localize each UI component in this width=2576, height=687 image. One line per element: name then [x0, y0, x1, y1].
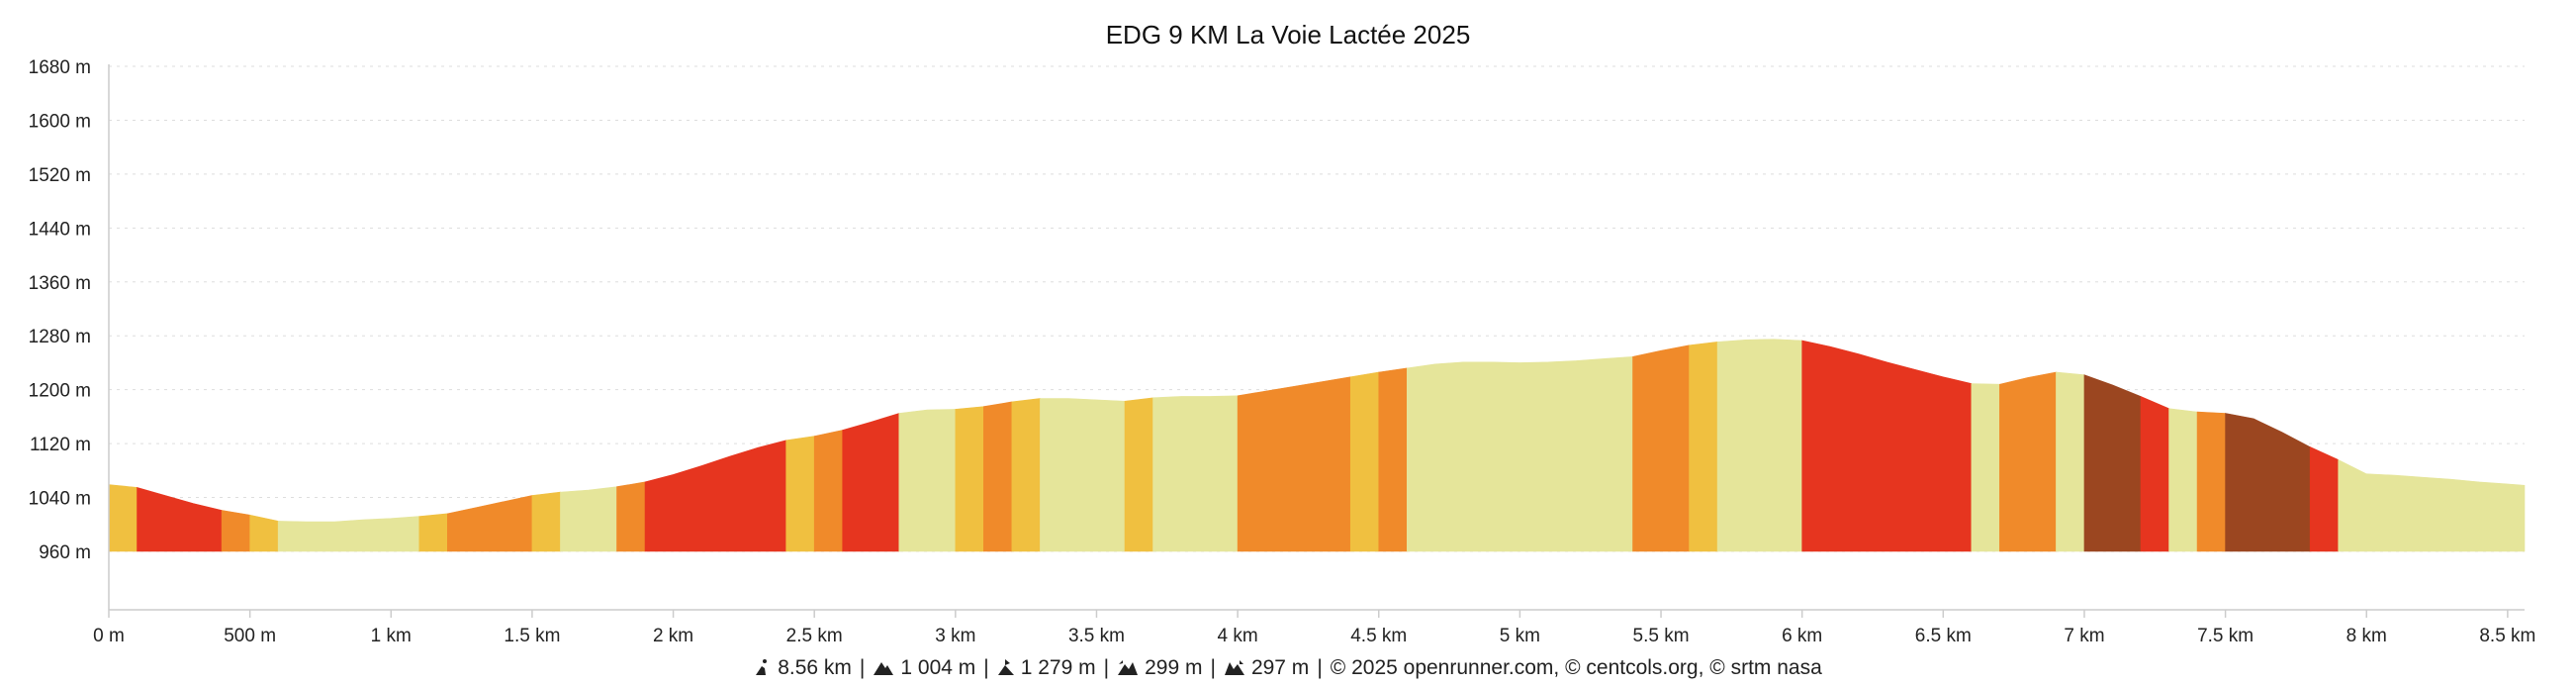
gradient-segment: [785, 436, 815, 552]
x-tick-label: 3 km: [935, 626, 975, 646]
chart-title: EDG 9 KM La Voie Lactée 2025: [1106, 20, 1471, 49]
gradient-segment: [277, 516, 420, 552]
y-tick-label: 1520 m: [29, 165, 91, 186]
x-tick-label: 500 m: [224, 626, 276, 646]
ascent-value: 1 004 m: [900, 656, 976, 679]
credits-text: © 2025 openrunner.com, © centcols.org, ©…: [1330, 656, 1822, 679]
y-tick-label: 1040 m: [29, 489, 91, 510]
gradient-segment: [1237, 376, 1351, 552]
x-tick-label: 0 m: [93, 626, 125, 646]
elevation-loss-value: 297 m: [1250, 656, 1310, 679]
gradient-segment: [2056, 371, 2085, 552]
x-tick-label: 1.5 km: [504, 626, 560, 646]
x-tick-label: 2 km: [653, 626, 693, 646]
gradient-segment: [1689, 342, 1718, 552]
gradient-segment: [531, 491, 561, 552]
gradient-segment: [560, 486, 617, 552]
summit-flag-icon: [997, 658, 1015, 682]
gradient-segment: [1349, 371, 1380, 552]
gradient-segment: [2338, 458, 2526, 552]
gradient-segment: [2168, 408, 2198, 552]
x-tick-label: 7.5 km: [2197, 626, 2254, 646]
x-tick-label: 3.5 km: [1068, 626, 1125, 646]
route-stats-footer: 8.56 km | 1 004 m | 1 279 m | 299 m | 297 m |…: [0, 656, 2576, 682]
x-tick-label: 7 km: [2064, 626, 2104, 646]
gradient-segment: [1406, 355, 1633, 552]
gradient-segment: [2225, 413, 2311, 552]
x-tick-label: 5.5 km: [1633, 626, 1690, 646]
mountain-ascent-icon: [873, 658, 894, 682]
y-tick-label: 1280 m: [29, 327, 91, 347]
gradient-segment: [1040, 398, 1126, 552]
gradient-segment: [2196, 411, 2226, 552]
y-tick-label: 1440 m: [29, 219, 91, 240]
y-tick-label: 1360 m: [29, 273, 91, 294]
gradient-segment: [1632, 344, 1690, 552]
x-tick-label: 4.5 km: [1350, 626, 1407, 646]
gradient-segment: [2140, 396, 2169, 552]
chart-axes: [108, 64, 2525, 611]
gradient-segment: [1971, 383, 2000, 552]
y-axis-ticks: 960 m 1040 m 1120 m 1200 m 1280 m 1360 m 1440 …: [29, 57, 91, 563]
y-tick-label: 1120 m: [30, 435, 91, 455]
gradient-segment: [249, 514, 279, 552]
gradient-segment: [616, 481, 646, 552]
hiker-icon: [754, 658, 772, 682]
x-axis-ticks: 0 m 500 m 1 km 1.5 km 2 km 2.5 km 3 km 3.5 km 4 …: [93, 610, 2535, 646]
elevation-profile-area: [108, 339, 2526, 552]
gradient-segment: [842, 413, 900, 552]
gradient-segment: [1999, 371, 2057, 552]
max-altitude-value: 1 279 m: [1020, 656, 1096, 679]
gradient-segment: [644, 440, 786, 552]
gradient-segment: [955, 406, 984, 552]
gradient-segment: [1716, 339, 1802, 552]
elevation-gain-icon: [1117, 658, 1139, 682]
distance-value: 8.56 km: [778, 656, 852, 679]
x-tick-label: 8.5 km: [2479, 626, 2535, 646]
x-tick-label: 8 km: [2346, 626, 2387, 646]
elevation-gain-value: 299 m: [1145, 656, 1203, 679]
elevation-loss-icon: [1224, 658, 1245, 682]
y-tick-label: 960 m: [39, 542, 91, 563]
x-tick-label: 6.5 km: [1915, 626, 1972, 646]
gradient-segment: [1124, 397, 1153, 552]
gradient-segment: [221, 510, 250, 552]
gradient-segment: [898, 409, 957, 552]
y-tick-label: 1200 m: [29, 381, 91, 402]
x-tick-label: 5 km: [1500, 626, 1540, 646]
gradient-segment: [1378, 367, 1408, 552]
gradient-segment: [2083, 374, 2142, 552]
gradient-segment: [1152, 395, 1239, 552]
gradient-segment: [137, 486, 223, 552]
x-tick-label: 6 km: [1782, 626, 1822, 646]
gradient-segment: [813, 430, 844, 552]
gradient-segment: [108, 484, 138, 552]
gradient-segment: [418, 513, 448, 552]
gradient-segment: [1801, 340, 1973, 552]
gradient-segment: [983, 401, 1013, 552]
x-tick-label: 2.5 km: [786, 626, 843, 646]
gradient-segment: [1011, 398, 1041, 552]
x-tick-label: 4 km: [1218, 626, 1258, 646]
gradient-segment: [447, 495, 533, 552]
y-tick-label: 1600 m: [29, 111, 91, 132]
x-tick-label: 1 km: [371, 626, 412, 646]
y-tick-label: 1680 m: [29, 57, 91, 78]
gradient-segment: [2309, 446, 2340, 552]
